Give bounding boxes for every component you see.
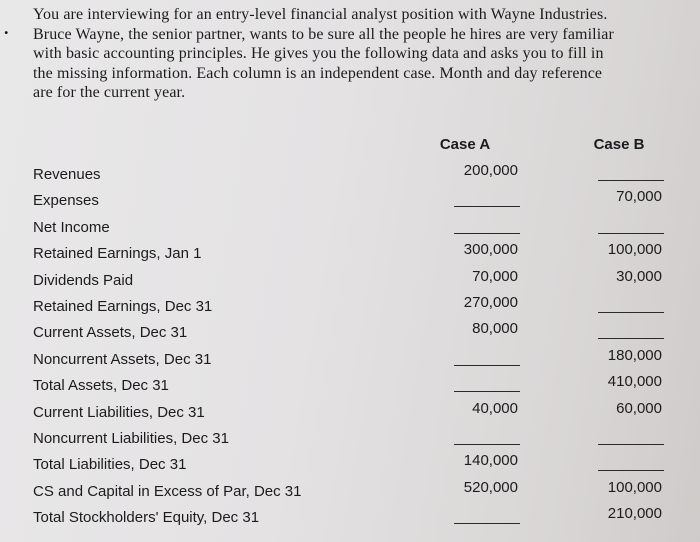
blank-line <box>598 444 664 445</box>
row-label: Total Liabilities, Dec 31 <box>33 456 187 474</box>
blank-line <box>454 232 520 234</box>
blank-line <box>454 364 520 366</box>
column-header: Case A <box>439 136 491 153</box>
blank-line <box>598 312 664 313</box>
cell-value: 70,000 <box>472 267 518 285</box>
cell-value: 180,000 <box>607 346 662 364</box>
blank-line <box>598 338 664 340</box>
cell-value: 80,000 <box>472 320 518 338</box>
cell-value: 410,000 <box>607 373 662 391</box>
cell-value: 100,000 <box>607 241 662 259</box>
text-line: are for the current year. <box>33 84 186 101</box>
cell-value: 200,000 <box>463 162 518 179</box>
row-label: Total Stockholders' Equity, Dec 31 <box>33 509 260 527</box>
blank-line <box>598 180 664 181</box>
blank-line <box>454 206 520 208</box>
cell-value: 210,000 <box>607 505 662 523</box>
text-line: You are interviewing for an entry-level … <box>33 6 608 23</box>
blank-line <box>454 444 520 445</box>
row-label: Total Assets, Dec 31 <box>33 377 169 395</box>
blank-line <box>598 232 664 234</box>
column-header: Case B <box>593 136 645 153</box>
cell-value: 70,000 <box>616 188 662 206</box>
row-label: Expenses <box>33 192 99 210</box>
item-marker: . <box>4 18 9 38</box>
row-label: Current Liabilities, Dec 31 <box>33 403 205 421</box>
row-label: Retained Earnings, Dec 31 <box>33 298 213 315</box>
cell-value: 100,000 <box>607 478 662 496</box>
row-label: Net Income <box>33 218 110 236</box>
cell-value: 40,000 <box>472 399 518 417</box>
blank-line <box>454 391 520 393</box>
cell-value: 60,000 <box>616 399 662 417</box>
text-line: the missing information. Each column is … <box>33 64 603 82</box>
cell-value: 520,000 <box>463 478 518 496</box>
row-label: Noncurrent Assets, Dec 31 <box>33 350 212 368</box>
row-label: CS and Capital in Excess of Par, Dec 31 <box>33 482 302 500</box>
blank-line <box>598 470 664 472</box>
cell-value: 300,000 <box>463 241 518 259</box>
row-label: Current Assets, Dec 31 <box>33 324 188 342</box>
row-label: Retained Earnings, Jan 1 <box>33 245 202 263</box>
row-label: Revenues <box>33 166 101 183</box>
row-label: Noncurrent Liabilities, Dec 31 <box>33 430 229 447</box>
cell-value: 30,000 <box>616 267 662 285</box>
cell-value: 140,000 <box>463 452 518 470</box>
text-line: with basic accounting principles. He giv… <box>33 45 604 62</box>
row-label: Dividends Paid <box>33 271 134 289</box>
cell-value: 270,000 <box>463 294 518 311</box>
blank-line <box>454 523 520 525</box>
text-line: Bruce Wayne, the senior partner, wants t… <box>33 25 614 43</box>
